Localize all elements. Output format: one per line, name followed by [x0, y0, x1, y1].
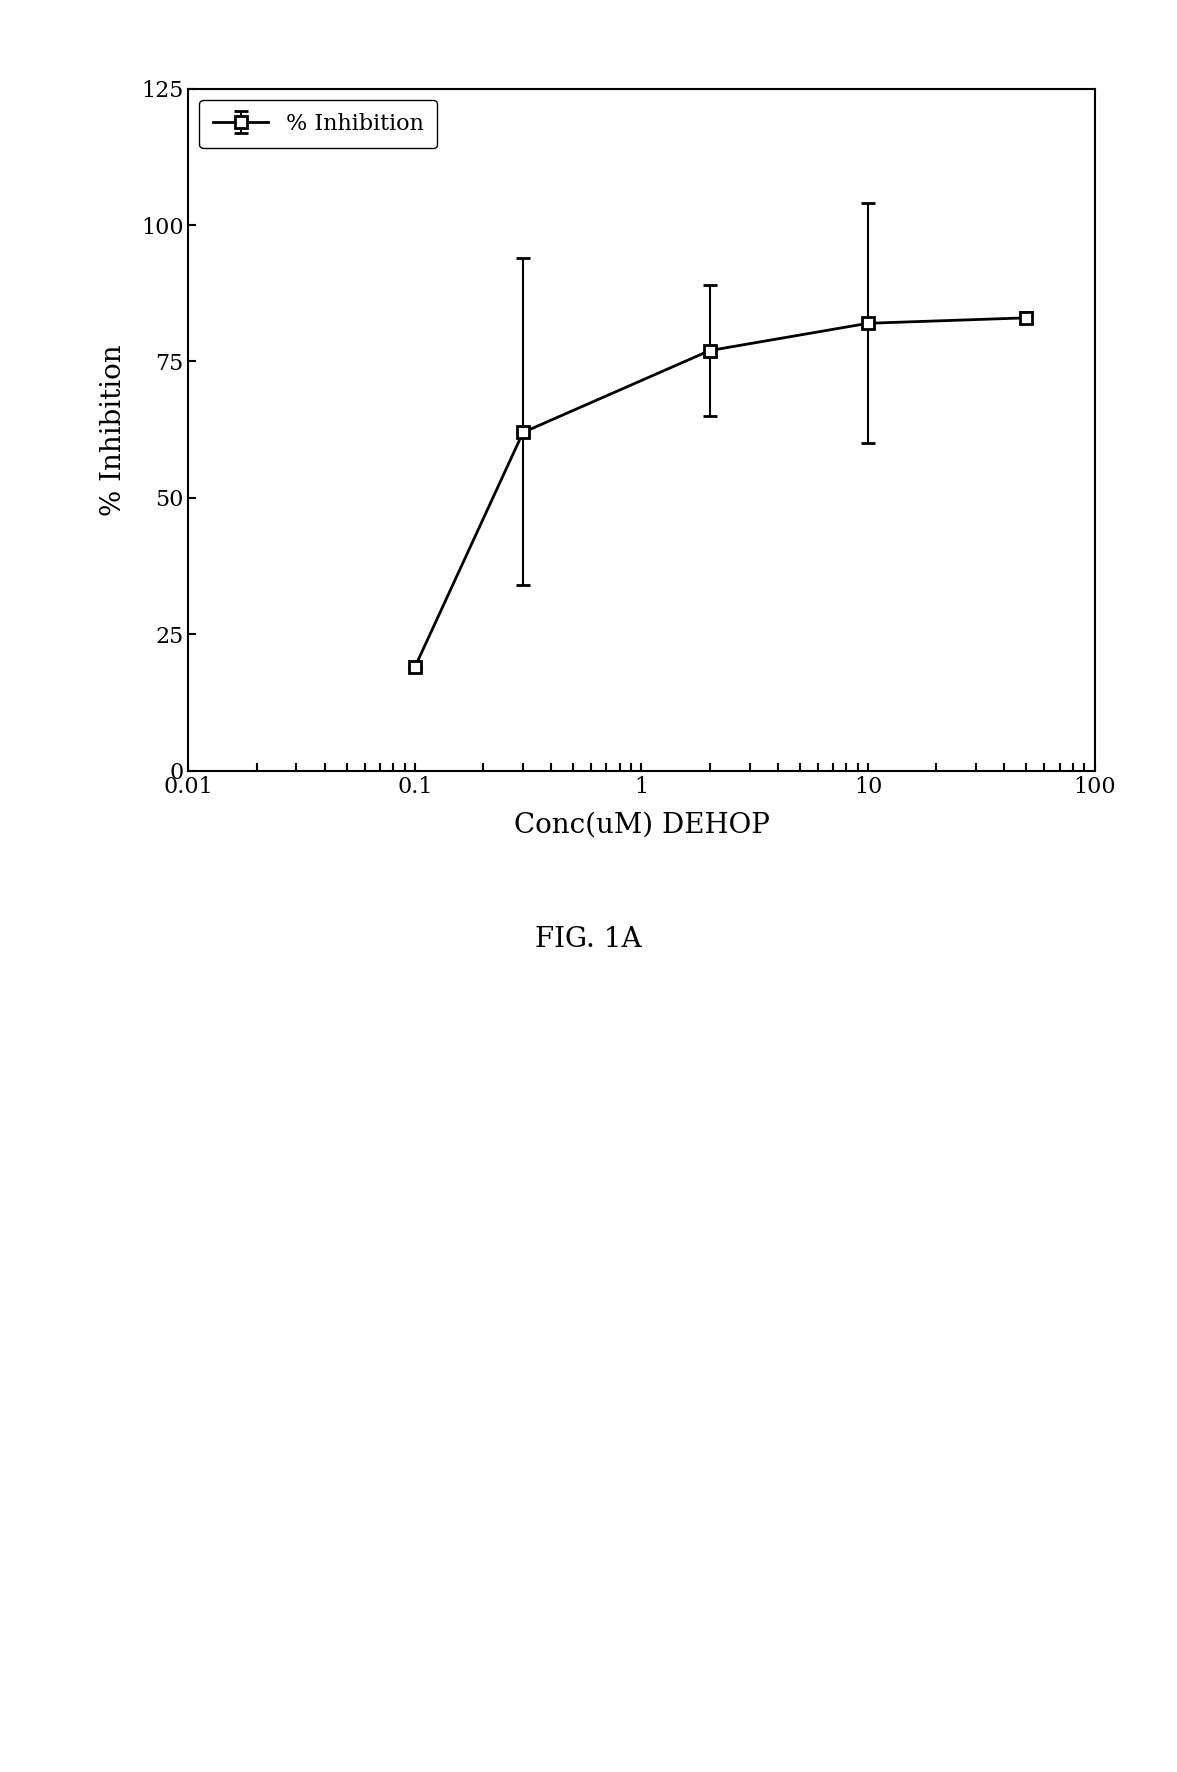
Y-axis label: % Inhibition: % Inhibition	[100, 344, 127, 516]
X-axis label: Conc(uM) DEHOP: Conc(uM) DEHOP	[513, 812, 770, 838]
Text: FIG. 1A: FIG. 1A	[536, 925, 641, 953]
Legend: % Inhibition: % Inhibition	[199, 99, 438, 149]
